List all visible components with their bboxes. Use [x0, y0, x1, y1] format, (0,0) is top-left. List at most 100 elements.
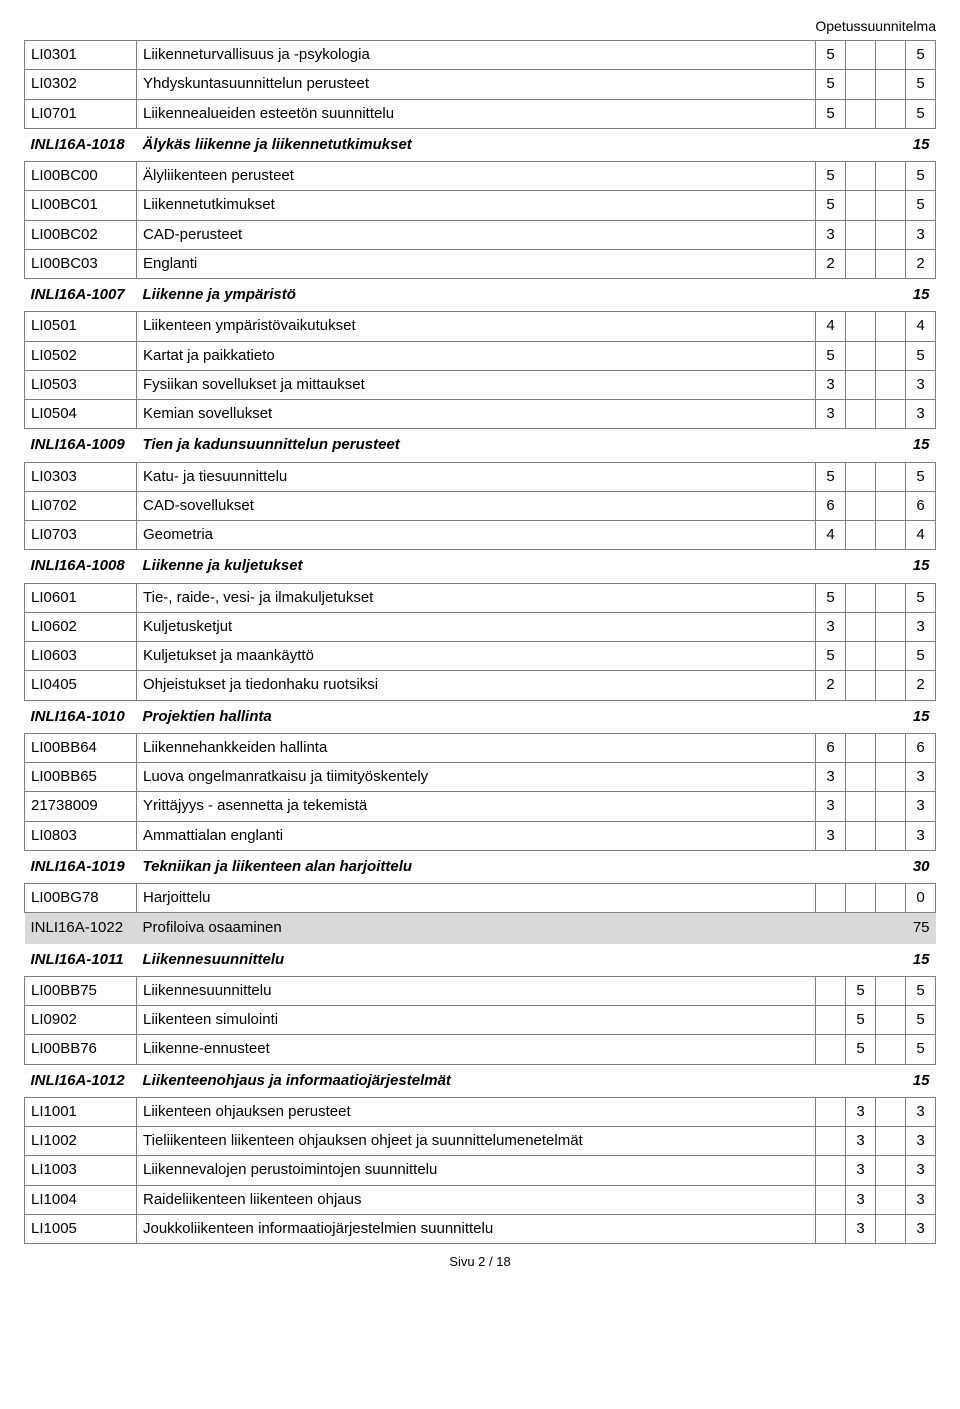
course-code: 21738009	[25, 792, 137, 821]
module-code: INLI16A-1008	[25, 550, 137, 583]
credits-cell	[846, 792, 876, 821]
module-total: 15	[906, 429, 936, 462]
credits-cell	[876, 312, 906, 341]
course-code: LI00BB64	[25, 733, 137, 762]
credits-cell	[876, 1214, 906, 1243]
credits-cell: 3	[846, 1127, 876, 1156]
empty-cell	[816, 850, 846, 883]
course-code: LI00BG78	[25, 884, 137, 913]
course-code: LI1001	[25, 1097, 137, 1126]
empty-cell	[846, 913, 876, 944]
credits-cell: 6	[816, 491, 846, 520]
empty-cell	[846, 550, 876, 583]
module-total: 15	[906, 1064, 936, 1097]
table-row: LI0902Liikenteen simulointi55	[25, 1006, 936, 1035]
empty-cell	[816, 944, 846, 977]
credits-cell	[816, 1035, 846, 1064]
course-code: LI0301	[25, 41, 137, 70]
table-row: INLI16A-1018Älykäs liikenne ja liikennet…	[25, 128, 936, 161]
course-name: Harjoittelu	[137, 884, 816, 913]
table-row: LI00BG78Harjoittelu0	[25, 884, 936, 913]
empty-cell	[846, 944, 876, 977]
table-row: LI0602Kuljetusketjut33	[25, 612, 936, 641]
empty-cell	[816, 1064, 846, 1097]
credits-cell	[876, 341, 906, 370]
credits-cell	[846, 400, 876, 429]
course-name: Kuljetusketjut	[137, 612, 816, 641]
module-name: Liikennesuunnittelu	[137, 944, 816, 977]
credits-cell: 5	[906, 341, 936, 370]
module-name: Tien ja kadunsuunnittelun perusteet	[137, 429, 816, 462]
course-code: LI1005	[25, 1214, 137, 1243]
credits-cell	[846, 491, 876, 520]
credits-cell	[876, 1185, 906, 1214]
credits-cell: 3	[816, 763, 846, 792]
credits-cell	[846, 521, 876, 550]
course-code: LI0503	[25, 370, 137, 399]
credits-cell	[876, 491, 906, 520]
course-name: Raideliikenteen liikenteen ohjaus	[137, 1185, 816, 1214]
page-header: Opetussuunnitelma	[24, 18, 936, 34]
credits-cell: 5	[906, 41, 936, 70]
credits-cell: 5	[906, 191, 936, 220]
credits-cell	[846, 191, 876, 220]
credits-cell: 4	[816, 521, 846, 550]
credits-cell: 5	[906, 1035, 936, 1064]
module-name: Liikenne ja kuljetukset	[137, 550, 816, 583]
credits-cell	[846, 642, 876, 671]
credits-cell: 6	[816, 733, 846, 762]
credits-cell	[876, 99, 906, 128]
module-total: 15	[906, 279, 936, 312]
table-row: LI0502Kartat ja paikkatieto55	[25, 341, 936, 370]
course-name: Kuljetukset ja maankäyttö	[137, 642, 816, 671]
credits-cell: 6	[906, 491, 936, 520]
section-total: 75	[906, 913, 936, 944]
table-row: LI0803Ammattialan englanti33	[25, 821, 936, 850]
course-name: Tieliikenteen liikenteen ohjauksen ohjee…	[137, 1127, 816, 1156]
credits-cell	[816, 1097, 846, 1126]
empty-cell	[816, 128, 846, 161]
course-name: Liikenteen ohjauksen perusteet	[137, 1097, 816, 1126]
module-code: INLI16A-1012	[25, 1064, 137, 1097]
course-code: LI0701	[25, 99, 137, 128]
credits-cell: 4	[816, 312, 846, 341]
empty-cell	[816, 700, 846, 733]
credits-cell	[876, 763, 906, 792]
course-name: Liikennetutkimukset	[137, 191, 816, 220]
module-total: 30	[906, 850, 936, 883]
empty-cell	[876, 1064, 906, 1097]
course-code: LI1004	[25, 1185, 137, 1214]
credits-cell	[846, 312, 876, 341]
course-code: LI00BB65	[25, 763, 137, 792]
curriculum-table: LI0301Liikenneturvallisuus ja -psykologi…	[24, 40, 936, 1244]
credits-cell	[816, 1214, 846, 1243]
credits-cell	[816, 1006, 846, 1035]
course-code: LI0902	[25, 1006, 137, 1035]
empty-cell	[846, 279, 876, 312]
credits-cell: 5	[846, 1006, 876, 1035]
table-row: LI00BC00Älyliikenteen perusteet55	[25, 162, 936, 191]
course-name: CAD-perusteet	[137, 220, 816, 249]
course-code: LI00BB76	[25, 1035, 137, 1064]
credits-cell: 6	[906, 733, 936, 762]
table-row: INLI16A-1012Liikenteenohjaus ja informaa…	[25, 1064, 936, 1097]
credits-cell: 3	[816, 612, 846, 641]
credits-cell: 5	[906, 99, 936, 128]
table-row: LI0503Fysiikan sovellukset ja mittaukset…	[25, 370, 936, 399]
credits-cell	[876, 370, 906, 399]
table-row: LI0302Yhdyskuntasuunnittelun perusteet55	[25, 70, 936, 99]
course-code: LI0702	[25, 491, 137, 520]
credits-cell	[816, 1156, 846, 1185]
credits-cell: 2	[906, 249, 936, 278]
empty-cell	[876, 128, 906, 161]
course-name: Liikenne-ennusteet	[137, 1035, 816, 1064]
table-row: LI0301Liikenneturvallisuus ja -psykologi…	[25, 41, 936, 70]
credits-cell: 2	[816, 249, 846, 278]
course-code: LI00BC01	[25, 191, 137, 220]
course-name: Liikennevalojen perustoimintojen suunnit…	[137, 1156, 816, 1185]
credits-cell	[846, 733, 876, 762]
credits-cell: 5	[906, 642, 936, 671]
credits-cell	[816, 884, 846, 913]
credits-cell: 3	[906, 400, 936, 429]
empty-cell	[816, 429, 846, 462]
